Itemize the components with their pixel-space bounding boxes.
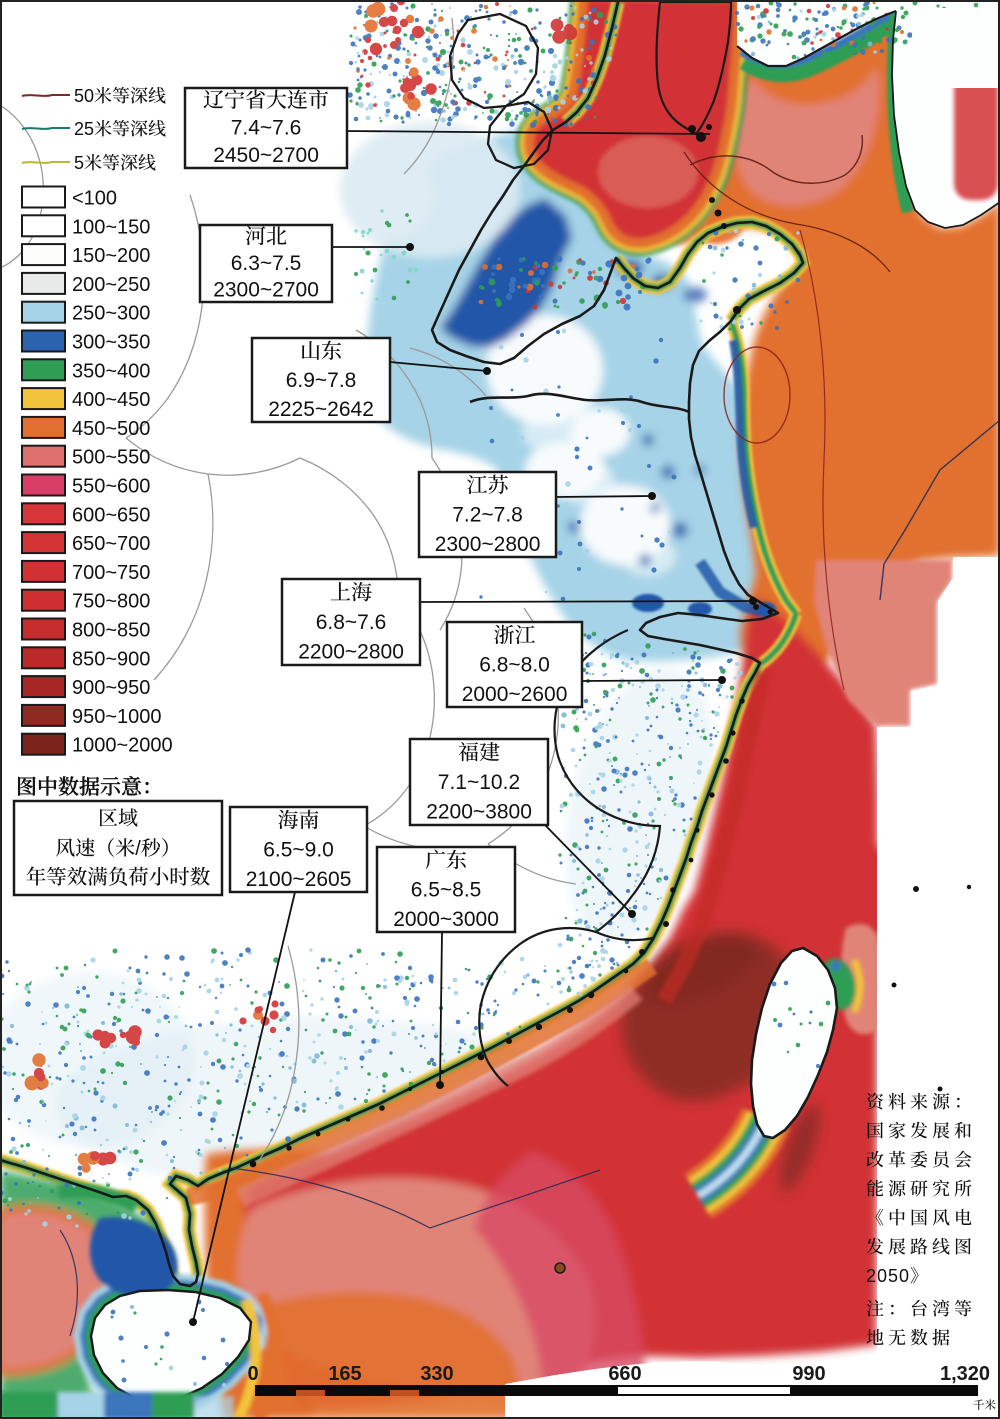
svg-text:6.8~7.6: 6.8~7.6 [316,611,387,634]
svg-text:750~800: 750~800 [72,591,150,613]
svg-text:<100: <100 [72,188,117,210]
svg-text:850~900: 850~900 [72,648,150,670]
svg-text:5: 5 [74,153,84,173]
svg-text:2225~2642: 2225~2642 [268,398,374,421]
svg-text:2000~3000: 2000~3000 [393,908,499,931]
svg-text:550~600: 550~600 [72,476,150,498]
svg-text:2100~2605: 2100~2605 [246,868,352,891]
svg-text:165: 165 [328,1363,361,1385]
svg-text:300~350: 300~350 [72,332,150,354]
svg-text:400~450: 400~450 [72,389,150,411]
svg-text:25: 25 [74,119,94,139]
svg-text:900~950: 900~950 [72,677,150,699]
svg-text:450~500: 450~500 [72,418,150,440]
svg-text:990: 990 [792,1363,825,1385]
svg-text:200~250: 200~250 [72,274,150,296]
svg-text:250~300: 250~300 [72,303,150,325]
svg-text:6.5~8.5: 6.5~8.5 [411,879,482,902]
svg-text:800~850: 800~850 [72,620,150,642]
svg-text:2300~2700: 2300~2700 [213,278,319,301]
svg-text:700~750: 700~750 [72,562,150,584]
svg-text:650~700: 650~700 [72,533,150,555]
svg-text:2000~2600: 2000~2600 [462,683,568,706]
svg-text:2300~2800: 2300~2800 [435,533,541,556]
svg-text:7.2~7.8: 7.2~7.8 [452,504,523,527]
svg-text:1000~2000: 1000~2000 [72,735,173,757]
svg-text:2050: 2050 [866,1266,910,1286]
svg-text:500~550: 500~550 [72,447,150,469]
svg-text:2200~3800: 2200~3800 [426,801,532,824]
svg-text:6.5~9.0: 6.5~9.0 [263,839,334,862]
svg-text:0: 0 [247,1363,258,1385]
svg-text:350~400: 350~400 [72,360,150,382]
svg-text:2450~2700: 2450~2700 [213,144,319,167]
svg-text:600~650: 600~650 [72,504,150,526]
svg-text:950~1000: 950~1000 [72,706,162,728]
svg-text:6.9~7.8: 6.9~7.8 [286,369,357,392]
svg-text:50: 50 [74,86,94,106]
svg-text:7.1~10.2: 7.1~10.2 [438,771,520,794]
svg-text:/: / [135,838,141,860]
svg-text:150~200: 150~200 [72,245,150,267]
svg-text:1,320: 1,320 [940,1363,990,1385]
svg-text:2200~2800: 2200~2800 [298,641,404,664]
svg-text:6.8~8.0: 6.8~8.0 [479,654,550,677]
svg-text:100~150: 100~150 [72,216,150,238]
svg-text:7.4~7.6: 7.4~7.6 [231,117,302,140]
svg-text:330: 330 [420,1363,453,1385]
svg-text:660: 660 [608,1363,641,1385]
svg-text:6.3~7.5: 6.3~7.5 [231,252,302,275]
